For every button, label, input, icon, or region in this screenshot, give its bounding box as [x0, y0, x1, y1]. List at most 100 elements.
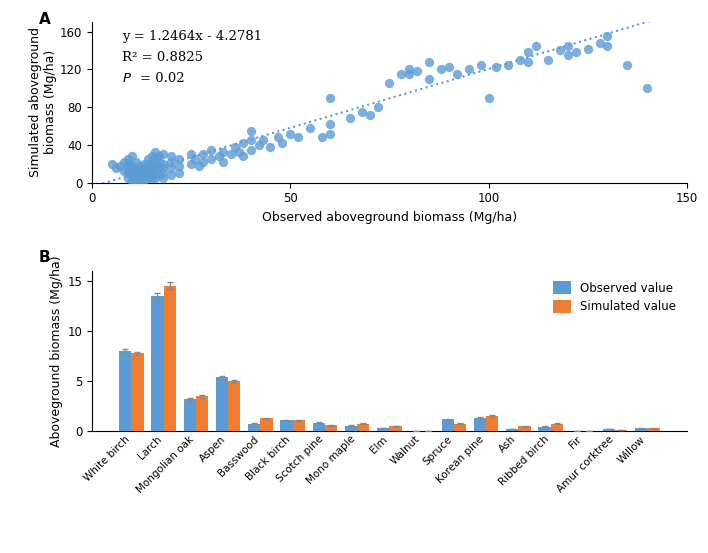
Point — [166, 171, 177, 180]
Point — [130, 171, 142, 180]
Point — [154, 152, 165, 160]
Point — [150, 155, 161, 164]
Point — [154, 171, 165, 180]
Point — [106, 159, 118, 168]
Point — [225, 150, 236, 159]
Point — [423, 74, 435, 83]
Bar — [648, 429, 660, 431]
Bar — [216, 377, 228, 431]
Bar — [280, 420, 292, 431]
Bar — [119, 351, 131, 431]
Point — [138, 171, 149, 180]
Text: y = 1.2464x - 4.2781: y = 1.2464x - 4.2781 — [122, 30, 262, 43]
Point — [229, 142, 241, 151]
Point — [150, 167, 161, 176]
Bar — [196, 397, 208, 431]
Point — [146, 152, 157, 160]
Point — [641, 84, 653, 92]
Point — [316, 133, 328, 142]
Bar — [454, 424, 466, 431]
Point — [257, 135, 268, 144]
Point — [166, 152, 177, 160]
Point — [158, 174, 169, 182]
Point — [423, 58, 435, 66]
Point — [190, 155, 201, 164]
Point — [285, 129, 296, 138]
Bar — [325, 425, 337, 431]
Point — [154, 158, 165, 166]
Bar — [442, 419, 454, 431]
Point — [150, 148, 161, 157]
Point — [443, 63, 455, 72]
Point — [138, 175, 149, 184]
Point — [114, 161, 125, 170]
Point — [166, 158, 177, 166]
Point — [166, 164, 177, 173]
Point — [237, 152, 249, 160]
Y-axis label: Simulated aboveground
biomass (Mg/ha): Simulated aboveground biomass (Mg/ha) — [29, 27, 57, 178]
Point — [396, 70, 407, 79]
Point — [118, 158, 130, 166]
Point — [126, 161, 137, 170]
Point — [142, 174, 153, 182]
Bar — [164, 286, 176, 431]
Bar — [183, 399, 196, 431]
Point — [173, 161, 185, 170]
X-axis label: Observed aboveground biomass (Mg/ha): Observed aboveground biomass (Mg/ha) — [262, 211, 517, 224]
Point — [130, 158, 142, 166]
Point — [237, 139, 249, 148]
Point — [134, 167, 145, 176]
Point — [138, 169, 149, 178]
Point — [503, 60, 514, 69]
Point — [158, 169, 169, 178]
Point — [404, 65, 415, 74]
Point — [344, 114, 355, 123]
Bar — [615, 430, 627, 431]
Point — [213, 152, 224, 160]
Point — [126, 167, 137, 176]
Point — [150, 161, 161, 170]
Point — [134, 174, 145, 182]
Point — [265, 142, 276, 151]
Point — [324, 119, 336, 128]
Point — [364, 110, 375, 119]
Bar — [345, 426, 357, 431]
Point — [146, 169, 157, 178]
Text: A: A — [38, 13, 50, 28]
Point — [523, 58, 534, 66]
Point — [122, 169, 133, 178]
Point — [475, 60, 486, 69]
Point — [245, 135, 256, 144]
Point — [233, 148, 244, 157]
Point — [198, 158, 209, 166]
Point — [146, 164, 157, 173]
Point — [372, 103, 383, 112]
Point — [324, 129, 336, 138]
Point — [122, 159, 133, 168]
Point — [126, 152, 137, 160]
Point — [217, 148, 229, 157]
Point — [451, 70, 462, 79]
Point — [173, 155, 185, 164]
Text: B: B — [38, 250, 50, 265]
Point — [138, 159, 149, 168]
Bar — [518, 426, 531, 431]
Point — [130, 175, 142, 184]
Point — [530, 41, 542, 50]
Legend: Observed value, Simulated value: Observed value, Simulated value — [548, 276, 681, 318]
Text: $P$: $P$ — [122, 72, 132, 85]
Bar — [131, 353, 144, 431]
Point — [126, 176, 137, 185]
Point — [158, 150, 169, 159]
Point — [134, 177, 145, 186]
Text: = 0.02: = 0.02 — [139, 72, 184, 85]
Bar — [389, 426, 401, 431]
Point — [491, 63, 502, 72]
Point — [217, 158, 229, 166]
Point — [292, 133, 304, 142]
Bar — [539, 427, 551, 431]
Point — [134, 171, 145, 180]
Point — [602, 32, 613, 41]
Point — [185, 159, 197, 168]
Bar — [635, 429, 648, 431]
